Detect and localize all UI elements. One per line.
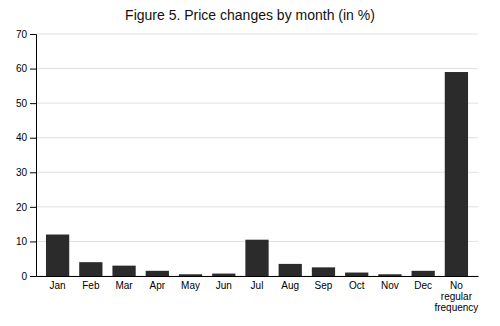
bar — [179, 274, 202, 276]
x-tick: Jan — [50, 280, 66, 291]
x-tick-label: Jun — [216, 280, 232, 291]
x-tick-label-line: May — [181, 280, 200, 291]
y-tick-label: 10 — [16, 236, 28, 247]
x-tick-label: Jul — [251, 280, 264, 291]
y-tick-mark — [30, 172, 36, 173]
y-tick-mark — [30, 34, 36, 35]
x-tick-label-line: Dec — [414, 280, 432, 291]
y-tick: 0 — [21, 271, 36, 282]
bar — [46, 235, 69, 276]
y-tick: 70 — [16, 29, 36, 40]
x-tick-label-line: No — [450, 280, 463, 291]
grid-line — [36, 172, 478, 173]
x-tick: Dec — [414, 280, 432, 291]
x-tick-label-line: Jul — [251, 280, 264, 291]
x-tick-label: Aug — [281, 280, 299, 291]
y-tick: 20 — [16, 202, 36, 213]
chart: JanFebMarAprMayJunJulAugSepOctNovDecNore… — [0, 0, 500, 326]
grid-line — [36, 206, 478, 207]
x-tick: Nov — [381, 280, 399, 291]
grid-line — [36, 34, 478, 35]
x-tick-label-line: Apr — [150, 280, 166, 291]
x-tick-label-line: Nov — [381, 280, 399, 291]
bar — [279, 264, 302, 276]
x-tick: Noregularfrequency — [434, 280, 478, 313]
x-tick-label: Sep — [315, 280, 333, 291]
x-tick: Jun — [216, 280, 232, 291]
x-tick-label: Noregularfrequency — [434, 280, 478, 313]
grid-line — [36, 137, 478, 138]
y-axis-line — [30, 35, 37, 277]
y-tick-label: 70 — [16, 29, 28, 40]
bars — [46, 72, 468, 276]
x-tick: Sep — [315, 280, 333, 291]
x-tick-label-line: Sep — [315, 280, 333, 291]
bar — [412, 271, 435, 276]
y-tick-label: 20 — [16, 202, 28, 213]
grid-line — [36, 68, 478, 69]
x-tick-label-line: Feb — [82, 280, 100, 291]
x-tick-label: May — [181, 280, 200, 291]
grid-line — [36, 103, 478, 104]
x-tick-label-line: Jun — [216, 280, 232, 291]
x-tick-label-line: frequency — [434, 302, 478, 313]
bar — [378, 274, 401, 276]
x-tick: Feb — [82, 280, 100, 291]
bar — [79, 262, 102, 276]
x-tick: Aug — [281, 280, 299, 291]
y-tick-mark — [30, 276, 36, 277]
x-tick-label-line: Aug — [281, 280, 299, 291]
x-tick-label-line: Jan — [50, 280, 66, 291]
bar — [245, 240, 268, 276]
y-tick-label: 50 — [16, 98, 28, 109]
x-tick-label: Dec — [414, 280, 432, 291]
y-tick: 60 — [16, 63, 36, 74]
grid — [36, 34, 478, 276]
bar — [112, 266, 135, 276]
y-tick: 50 — [16, 98, 36, 109]
bar — [212, 274, 235, 276]
x-tick-label: Oct — [349, 280, 365, 291]
x-tick-label: Nov — [381, 280, 399, 291]
bar — [445, 72, 468, 276]
y-tick-label: 30 — [16, 167, 28, 178]
x-tick-label-line: Oct — [349, 280, 365, 291]
y-tick: 10 — [16, 236, 36, 247]
y-tick-mark — [30, 207, 36, 208]
x-tick: Apr — [150, 280, 166, 291]
y-tick-label: 60 — [16, 63, 28, 74]
y-tick-label: 40 — [16, 132, 28, 143]
y-tick-mark — [30, 241, 36, 242]
y-axis: 0 10 20 30 40 50 60 70 — [16, 29, 37, 282]
x-axis: JanFebMarAprMayJunJulAugSepOctNovDecNore… — [37, 277, 479, 314]
y-tick: 30 — [16, 167, 36, 178]
x-axis-line — [37, 276, 479, 277]
y-tick: 40 — [16, 132, 36, 143]
x-tick: Mar — [115, 280, 133, 291]
plot: JanFebMarAprMayJunJulAugSepOctNovDecNore… — [16, 29, 479, 313]
bar — [312, 267, 335, 276]
x-tick-label-line: regular — [441, 291, 473, 302]
y-tick-label: 0 — [21, 271, 27, 282]
x-tick-label: Apr — [150, 280, 166, 291]
x-tick-label: Mar — [115, 280, 133, 291]
x-tick: May — [181, 280, 200, 291]
title: Figure 5. Price changes by month (in %) — [125, 7, 375, 23]
bar — [345, 273, 368, 276]
y-tick-mark — [30, 138, 36, 139]
bar — [146, 271, 169, 276]
x-tick: Jul — [251, 280, 264, 291]
x-tick-label: Jan — [50, 280, 66, 291]
x-tick-label: Feb — [82, 280, 100, 291]
y-tick-mark — [30, 103, 36, 104]
x-tick: Oct — [349, 280, 365, 291]
y-tick-mark — [30, 69, 36, 70]
x-tick-label-line: Mar — [115, 280, 133, 291]
